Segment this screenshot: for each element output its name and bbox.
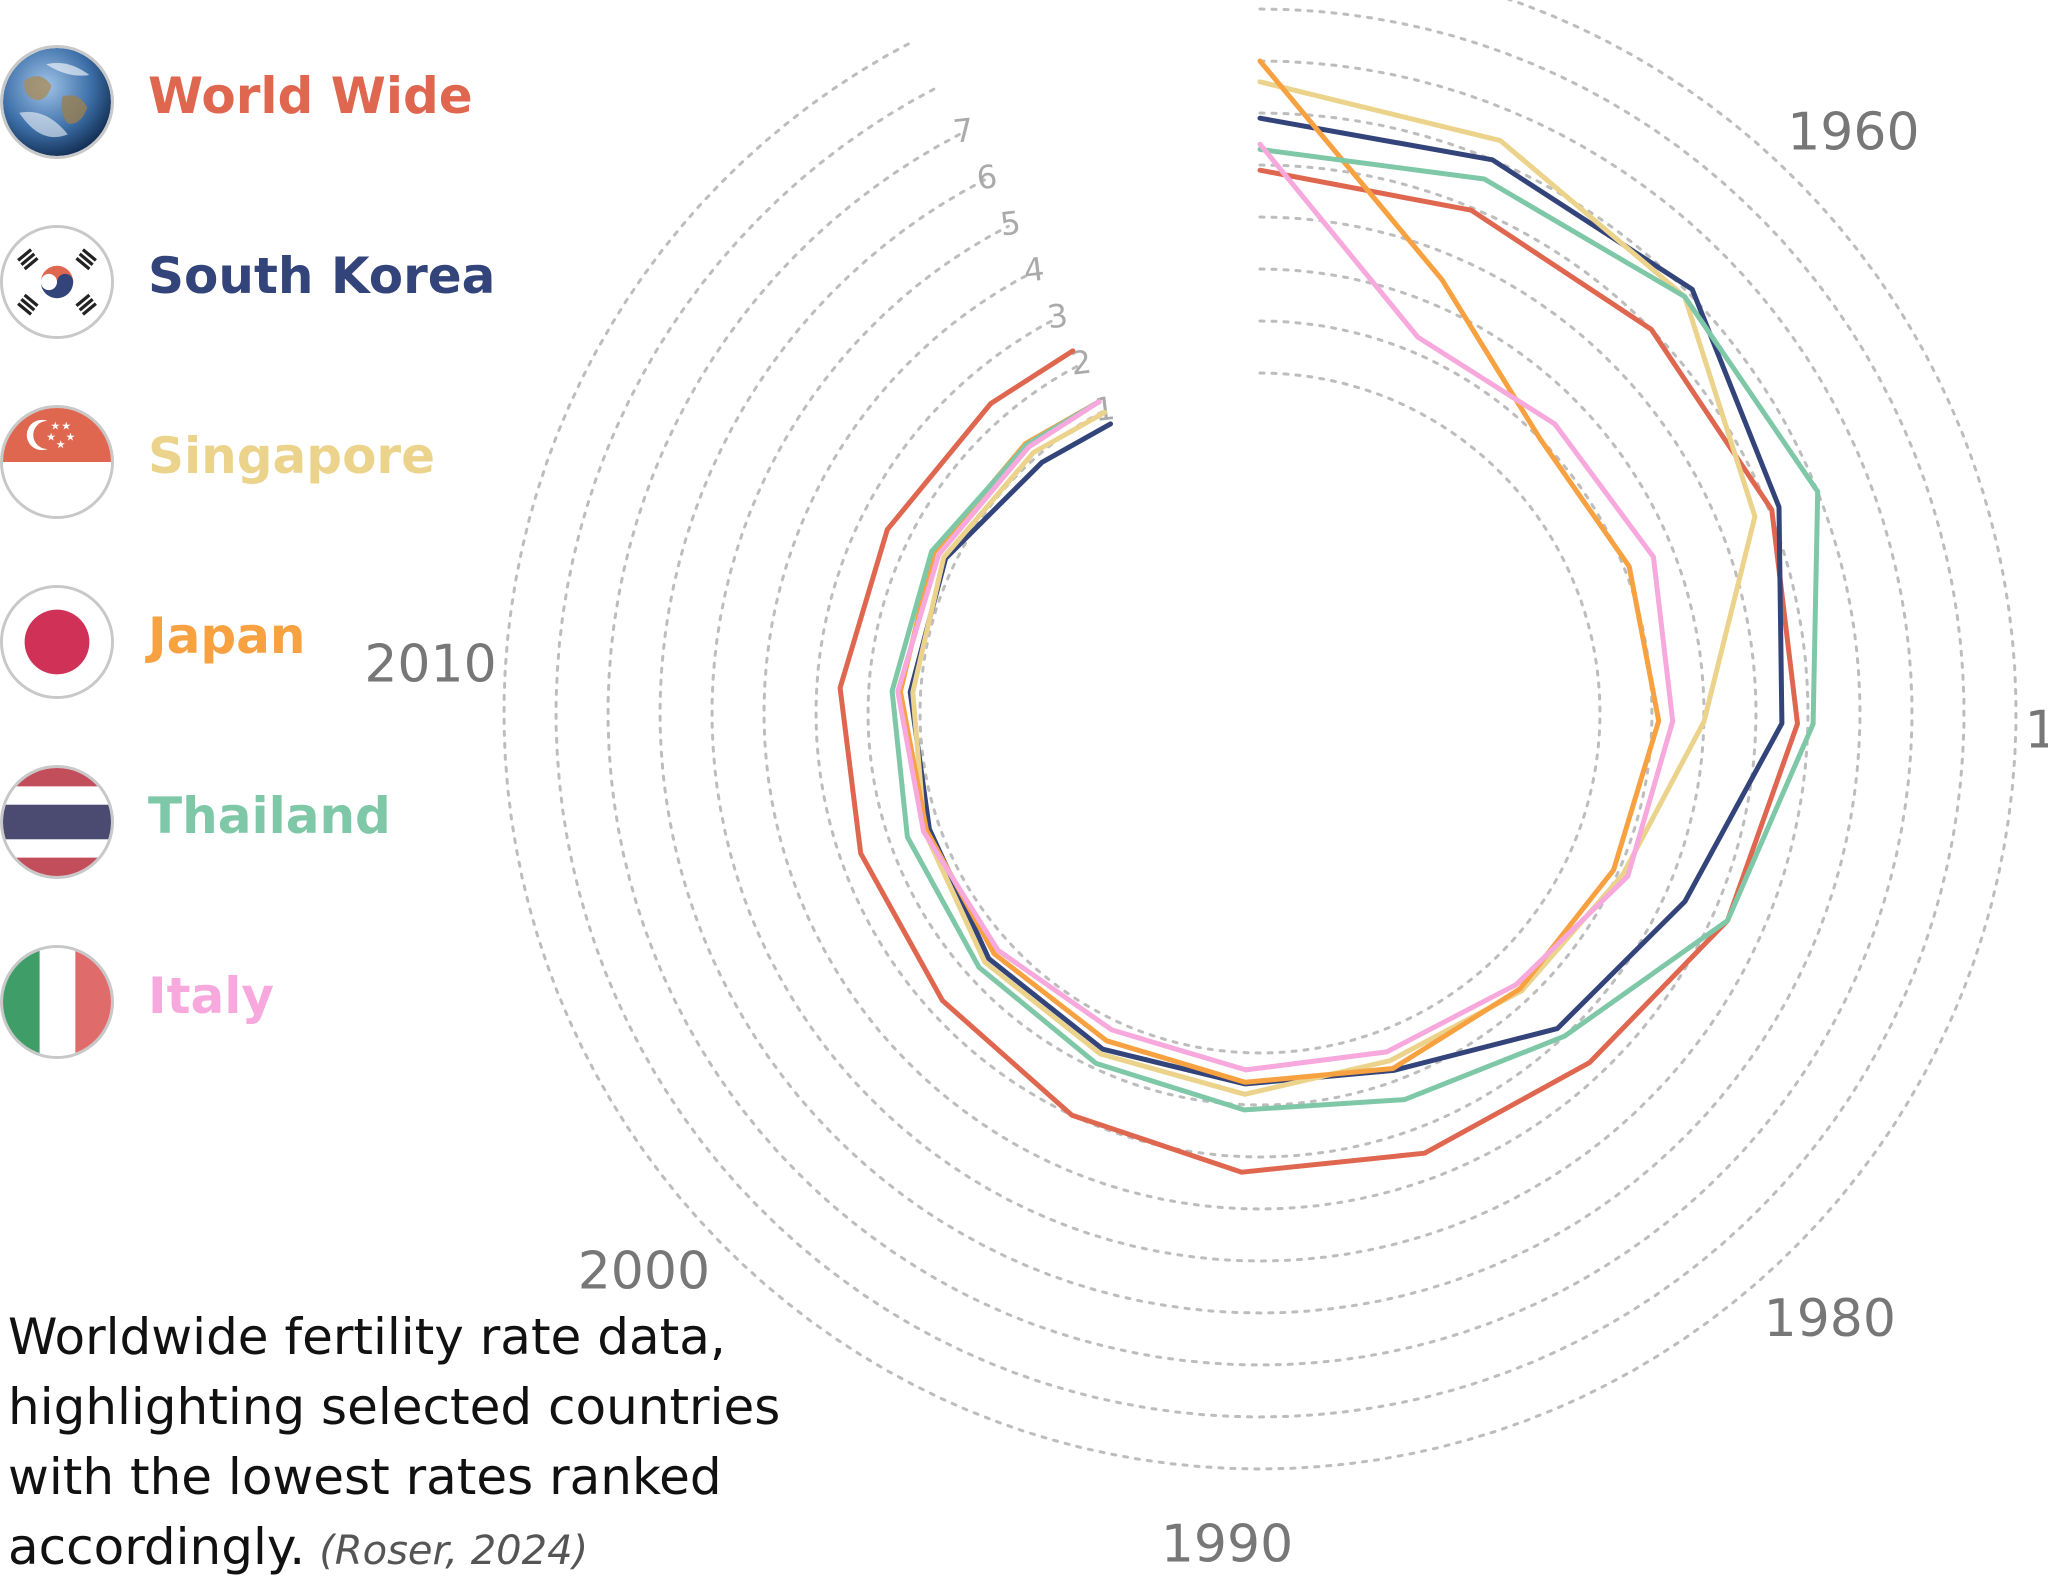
japan-flag-icon <box>0 585 114 699</box>
ring-label-7: 7 <box>951 111 976 151</box>
italy-flag-icon <box>0 945 114 1059</box>
ring-label-1: 1 <box>1092 389 1117 429</box>
ring-8 <box>556 9 1964 1417</box>
legend-label-japan: Japan <box>148 607 305 665</box>
radial-gridlines <box>504 0 2016 1469</box>
legend-item-thailand[interactable]: Thailand <box>0 765 480 885</box>
legend-label-world-wide: World Wide <box>148 67 473 125</box>
ring-9 <box>504 0 2016 1469</box>
caption-source: (Roser, 2024) <box>319 1528 588 1574</box>
svg-text:★: ★ <box>66 430 76 443</box>
year-label-1990: 1990 <box>1161 1514 1293 1568</box>
chart-caption: Worldwide fertility rate data, highlight… <box>8 1302 788 1586</box>
south-korea-flag-icon <box>0 225 114 339</box>
ring-label-3: 3 <box>1045 296 1070 336</box>
legend-label-thailand: Thailand <box>148 787 391 845</box>
year-label-2000: 2000 <box>578 1242 710 1302</box>
singapore-flag-icon: ★ ★ ★ ★ ★ <box>0 405 114 519</box>
series-line-world-wide <box>840 170 1797 1172</box>
year-label-1960: 1960 <box>1787 102 1919 162</box>
year-label-2023: 2023 <box>812 0 944 6</box>
year-label-1970: 1970 <box>2025 701 2048 761</box>
legend-label-italy: Italy <box>148 967 274 1025</box>
series-line-thailand <box>892 149 1818 1110</box>
ring-5 <box>712 165 1808 1261</box>
ring-1 <box>920 373 1600 1053</box>
ring-label-5: 5 <box>998 203 1023 243</box>
ring-3 <box>816 269 1704 1157</box>
thailand-flag-icon <box>0 765 114 879</box>
legend-item-south-korea[interactable]: South Korea <box>0 225 480 345</box>
svg-text:★: ★ <box>46 430 56 443</box>
legend-label-singapore: Singapore <box>148 427 435 485</box>
legend-item-japan[interactable]: Japan <box>0 585 480 705</box>
ring-label-4: 4 <box>1022 250 1047 290</box>
legend-item-italy[interactable]: Italy <box>0 945 480 1065</box>
svg-text:★: ★ <box>56 438 66 451</box>
globe-icon <box>0 45 114 159</box>
year-label-1980: 1980 <box>1764 1289 1896 1349</box>
legend-item-world-wide[interactable]: World Wide <box>0 45 480 165</box>
ring-2 <box>868 321 1652 1105</box>
ring-label-6: 6 <box>975 157 1000 197</box>
legend-label-south-korea: South Korea <box>148 247 495 305</box>
legend-item-singapore[interactable]: ★ ★ ★ ★ ★ Singapore <box>0 405 480 525</box>
series-lines <box>840 61 1818 1172</box>
